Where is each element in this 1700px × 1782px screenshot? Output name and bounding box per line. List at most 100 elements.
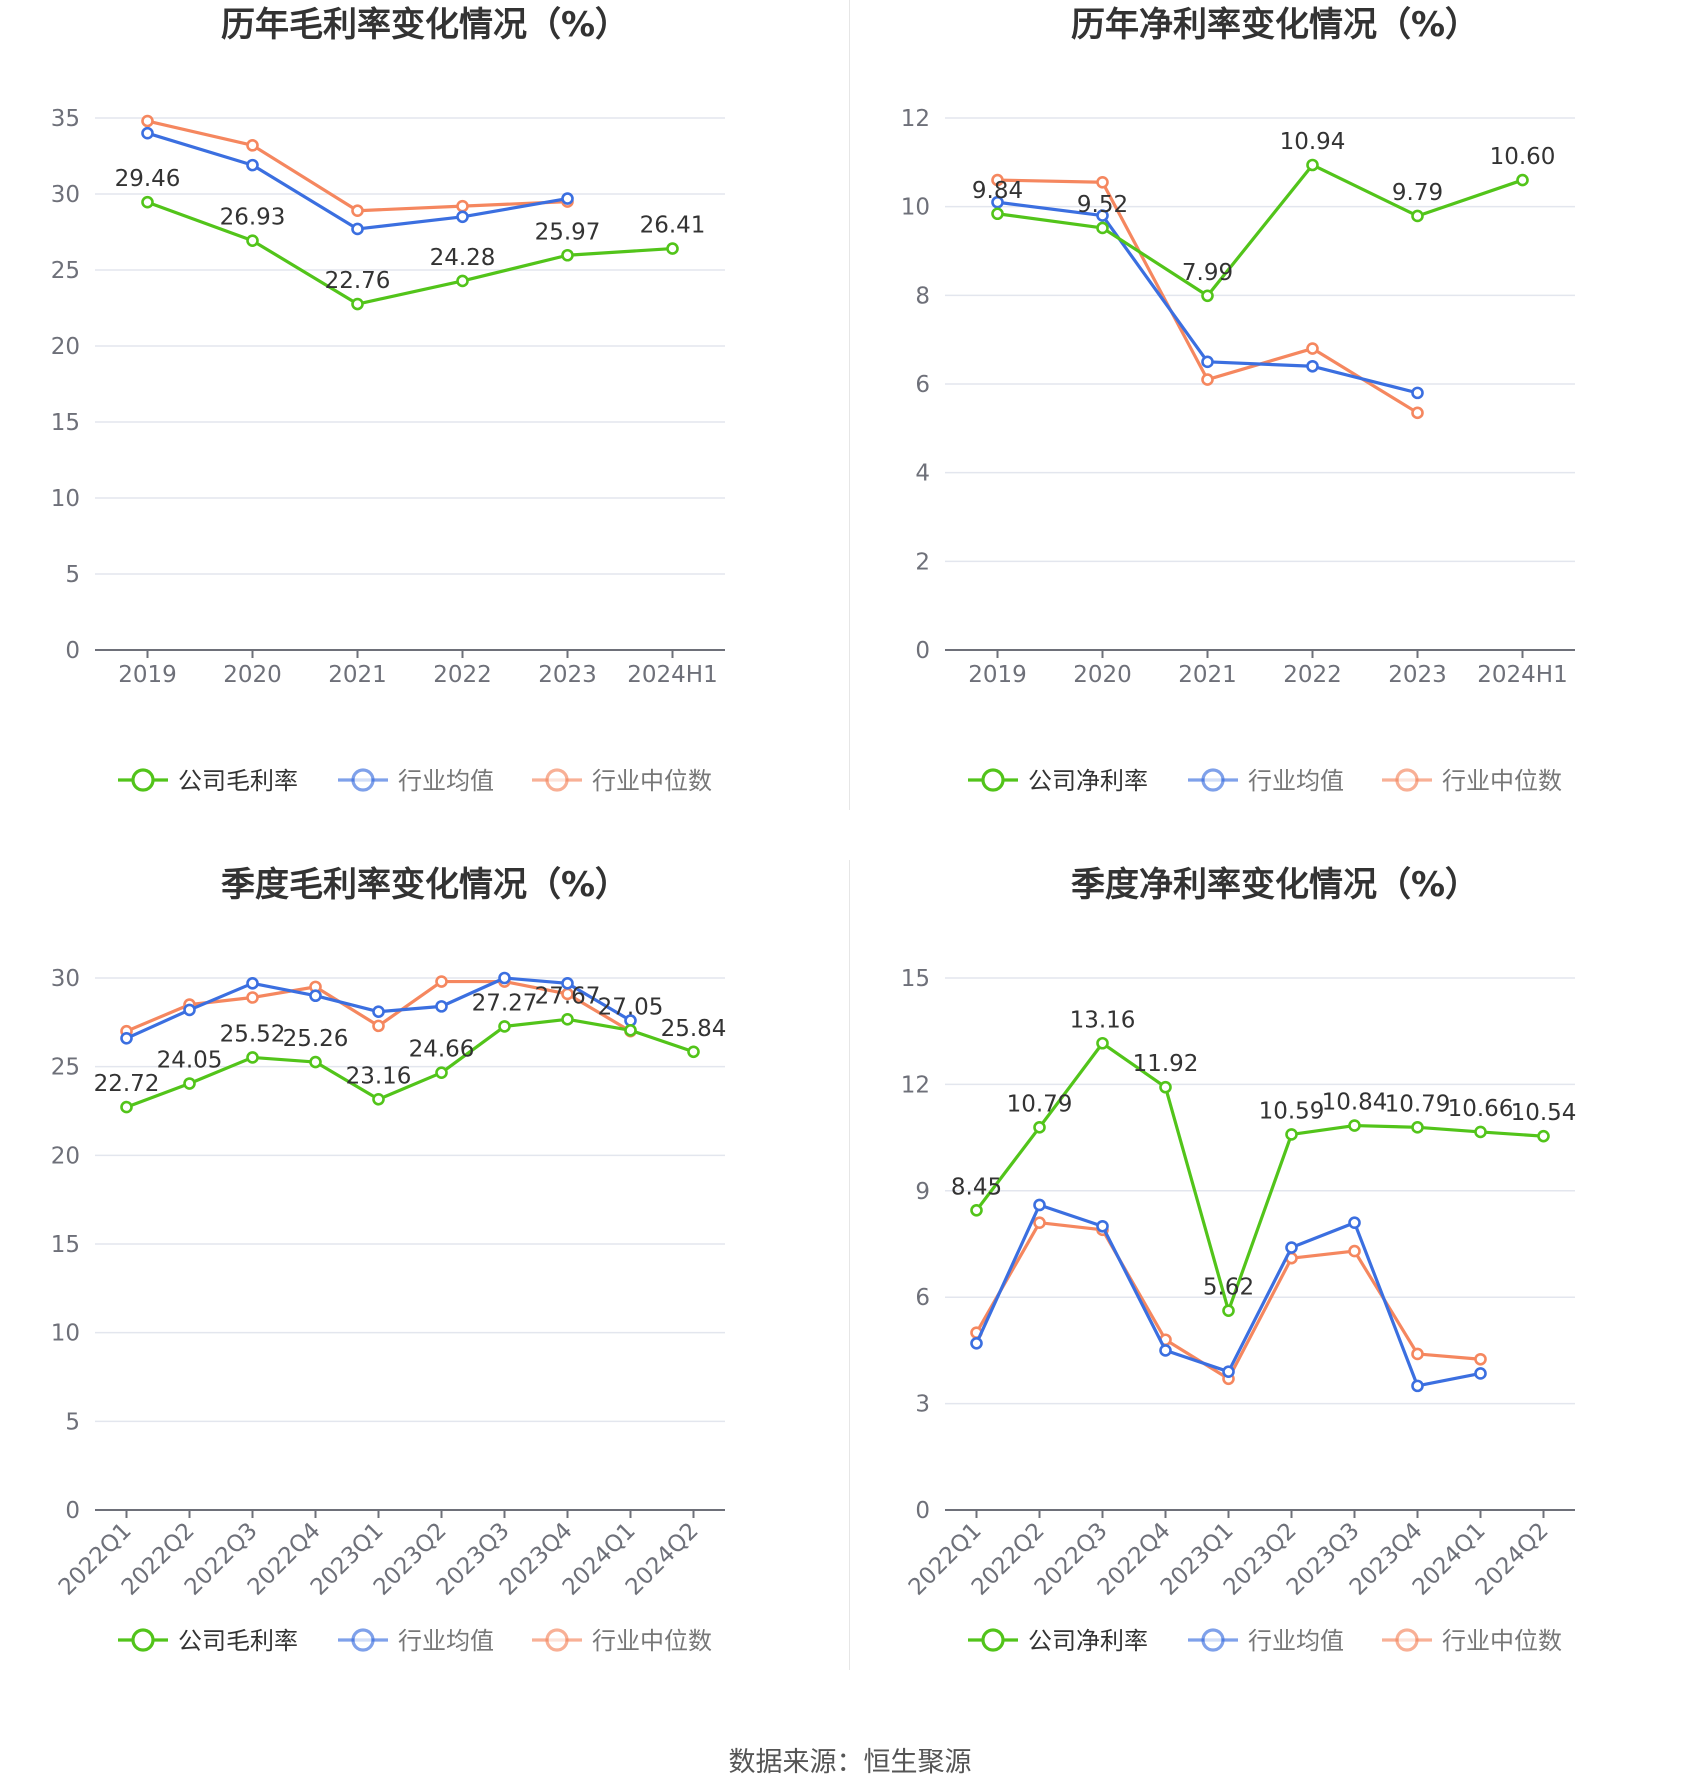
data-point xyxy=(991,173,1004,187)
data-point xyxy=(372,1005,385,1018)
data-label: 27.05 xyxy=(598,994,664,1020)
x-tick-label: 2021 xyxy=(1178,662,1237,688)
data-point xyxy=(1201,373,1214,386)
data-label: 10.60 xyxy=(1490,144,1556,170)
data-point xyxy=(1411,386,1424,400)
legend-label: 行业均值 xyxy=(1248,767,1344,795)
y-tick-label: 30 xyxy=(51,182,80,208)
data-label: 22.76 xyxy=(325,268,391,294)
data-label: 25.26 xyxy=(283,1026,349,1052)
legend-label: 行业中位数 xyxy=(1442,1627,1562,1655)
data-label: 26.41 xyxy=(640,213,706,239)
data-point xyxy=(246,158,259,172)
legend-marker xyxy=(1395,768,1419,792)
y-tick-label: 30 xyxy=(51,966,80,992)
x-tick-label: 2022 xyxy=(1283,662,1342,688)
y-tick-label: 10 xyxy=(51,1321,80,1347)
y-tick-label: 5 xyxy=(65,562,80,588)
y-tick-label: 10 xyxy=(51,486,80,512)
data-point xyxy=(1159,1080,1172,1094)
data-point xyxy=(1411,406,1424,420)
y-tick-label: 8 xyxy=(915,283,930,309)
legend-marker xyxy=(351,1628,375,1652)
data-point xyxy=(246,1051,259,1064)
legend-label: 行业中位数 xyxy=(592,1627,712,1655)
y-tick-label: 12 xyxy=(901,106,930,132)
data-label: 8.45 xyxy=(951,1174,1002,1200)
series-line xyxy=(125,1017,695,1109)
data-point xyxy=(1285,1241,1298,1254)
chart-annual-net-margin: 历年净利率变化情况（%） 0 2 4 6 8 10 12 2019 2020 2021 2022 202… xyxy=(850,0,1700,860)
data-label: 11.92 xyxy=(1133,1051,1199,1077)
x-tick-label: 2020 xyxy=(223,662,282,688)
y-tick-label: 0 xyxy=(65,1498,80,1524)
data-point xyxy=(1306,359,1319,373)
data-point xyxy=(1201,355,1214,369)
data-point xyxy=(1096,1036,1109,1050)
y-tick-label: 15 xyxy=(51,410,80,436)
data-point xyxy=(1411,1121,1424,1134)
data-label: 24.28 xyxy=(430,245,496,271)
data-point xyxy=(1348,1216,1361,1230)
data-point xyxy=(141,126,154,140)
data-point xyxy=(1159,1344,1172,1357)
data-point xyxy=(1096,209,1109,222)
data-point xyxy=(246,139,259,152)
data-point xyxy=(1474,1125,1487,1139)
y-tick-label: 6 xyxy=(915,1285,930,1311)
data-label: 10.79 xyxy=(1385,1091,1451,1117)
data-point xyxy=(970,1337,983,1350)
data-point xyxy=(1348,1244,1361,1258)
y-tick-label: 15 xyxy=(51,1232,80,1258)
legend-marker xyxy=(1395,1628,1419,1652)
vertical-divider-bottom xyxy=(849,860,850,1670)
data-label: 9.79 xyxy=(1392,180,1443,206)
data-point xyxy=(372,1019,385,1033)
data-point xyxy=(1222,1304,1235,1317)
data-label: 9.52 xyxy=(1077,192,1128,218)
data-point xyxy=(1033,1198,1046,1212)
data-point xyxy=(666,242,679,255)
data-point xyxy=(246,991,259,1004)
data-point xyxy=(1033,1121,1046,1134)
x-tick-label: 2020 xyxy=(1073,662,1132,688)
x-tick-label: 2019 xyxy=(968,662,1027,688)
data-point xyxy=(309,1055,322,1069)
y-tick-label: 0 xyxy=(915,638,930,664)
x-tick-label: 2024H1 xyxy=(627,662,717,688)
data-point xyxy=(1306,342,1319,355)
y-tick-label: 20 xyxy=(51,1143,80,1169)
data-point xyxy=(1474,1367,1487,1380)
series-line xyxy=(146,200,673,306)
data-point xyxy=(1096,221,1109,235)
data-point xyxy=(183,1077,196,1090)
data-point xyxy=(456,210,469,224)
y-tick-label: 20 xyxy=(51,334,80,360)
data-point xyxy=(435,975,448,988)
data-point xyxy=(1411,209,1424,223)
data-point xyxy=(498,1020,511,1033)
data-point xyxy=(1033,1216,1046,1230)
data-point xyxy=(120,1100,133,1114)
data-label: 10.59 xyxy=(1259,1098,1325,1124)
data-label: 7.99 xyxy=(1182,260,1233,286)
data-point xyxy=(246,234,259,247)
y-tick-label: 25 xyxy=(51,258,80,284)
data-label: 5.62 xyxy=(1203,1275,1254,1301)
chart-1-svg: 历年净利率变化情况（%） 0 2 4 6 8 10 12 2019 2020 2021 2022 202… xyxy=(901,5,1575,795)
data-source-note: 数据来源：恒生聚源 xyxy=(728,1747,972,1778)
data-point xyxy=(1411,1347,1424,1361)
legend-marker xyxy=(981,1628,1005,1652)
data-label: 10.84 xyxy=(1322,1090,1388,1116)
legend-label: 行业中位数 xyxy=(1442,767,1562,795)
y-tick-label: 15 xyxy=(901,966,930,992)
legend-label: 公司毛利率 xyxy=(178,767,298,795)
legend-marker xyxy=(545,1628,569,1652)
data-point xyxy=(1411,1379,1424,1393)
data-label: 26.93 xyxy=(220,205,286,231)
series-line xyxy=(975,1041,1544,1313)
data-point xyxy=(435,1066,448,1079)
y-tick-label: 0 xyxy=(915,1498,930,1524)
data-point xyxy=(1537,1129,1550,1143)
chart-annual-gross-margin: 历年毛利率变化情况（%） 0 5 10 15 20 25 30 35 2019 2020 2021 20… xyxy=(0,0,850,860)
